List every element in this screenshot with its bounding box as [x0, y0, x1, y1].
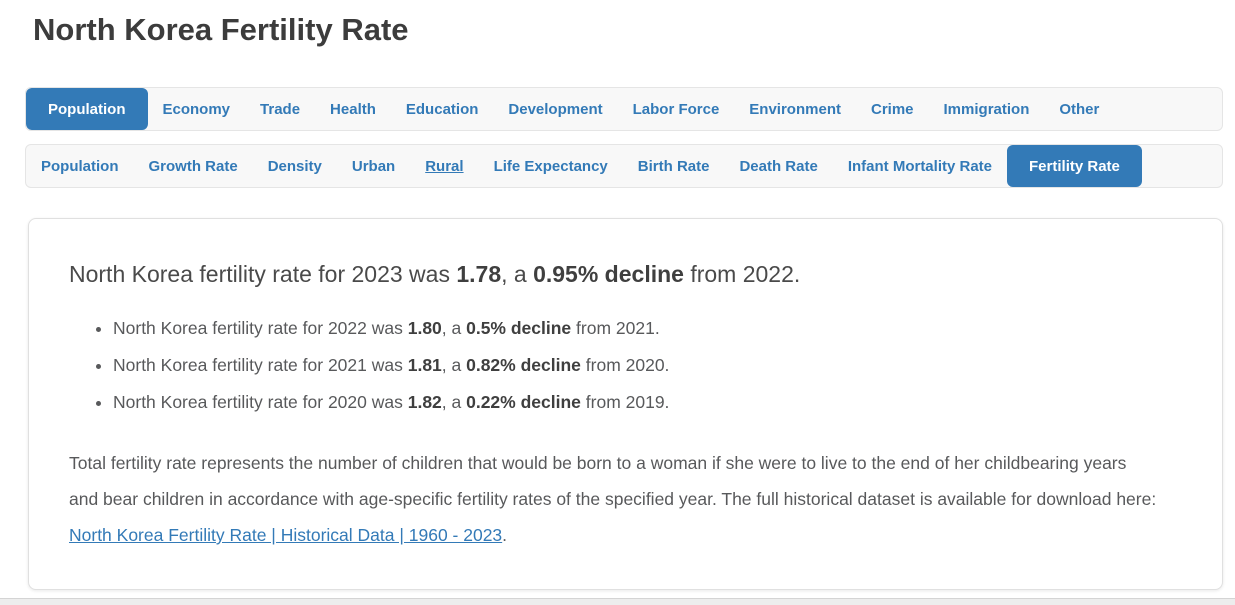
- subnav-item-life-expectancy[interactable]: Life Expectancy: [493, 157, 608, 175]
- nav-item-education[interactable]: Education: [405, 100, 479, 118]
- nav-item-trade[interactable]: Trade: [260, 100, 301, 118]
- subnav-item-death-rate[interactable]: Death Rate: [739, 157, 818, 175]
- bullet-post: from 2019.: [580, 392, 670, 412]
- historical-data-link[interactable]: North Korea Fertility Rate | Historical …: [69, 525, 503, 545]
- bullet-mid: , a: [441, 392, 467, 412]
- subnav-item-infant-mortality-rate[interactable]: Infant Mortality Rate: [847, 157, 993, 175]
- list-item: North Korea fertility rate for 2022 was …: [113, 315, 1182, 341]
- subnav-item-density[interactable]: Density: [267, 157, 322, 175]
- subnav-item-rural[interactable]: Rural: [425, 157, 464, 175]
- nav-item-population[interactable]: Population: [26, 88, 148, 130]
- summary-list: North Korea fertility rate for 2022 was …: [69, 315, 1182, 415]
- summary-headline: North Korea fertility rate for 2023 was …: [69, 259, 1182, 289]
- metric-nav: Population Growth Rate Density Urban Rur…: [25, 144, 1223, 188]
- bullet-change: 0.82% decline: [466, 355, 581, 375]
- bullet-pre: North Korea fertility rate for 2021 was: [113, 355, 408, 375]
- bullet-change: 0.22% decline: [466, 392, 581, 412]
- headline-mid: , a: [501, 261, 534, 287]
- headline-change: 0.95% decline: [533, 261, 684, 287]
- description-text: Total fertility rate represents the numb…: [69, 453, 1157, 509]
- subnav-item-urban[interactable]: Urban: [351, 157, 396, 175]
- category-nav: Population Economy Trade Health Educatio…: [25, 87, 1223, 131]
- nav-item-environment[interactable]: Environment: [749, 100, 841, 118]
- nav-item-health[interactable]: Health: [330, 100, 376, 118]
- list-item: North Korea fertility rate for 2020 was …: [113, 389, 1182, 415]
- bullet-change: 0.5% decline: [466, 318, 572, 338]
- subnav-item-birth-rate[interactable]: Birth Rate: [637, 157, 710, 175]
- bullet-value: 1.80: [407, 318, 442, 338]
- subnav-item-fertility-rate[interactable]: Fertility Rate: [1007, 145, 1142, 187]
- nav-item-crime[interactable]: Crime: [870, 100, 914, 118]
- description-after: .: [502, 525, 508, 545]
- headline-value: 1.78: [456, 261, 502, 287]
- summary-card: North Korea fertility rate for 2023 was …: [28, 218, 1223, 590]
- headline-pre: North Korea fertility rate for 2023 was: [69, 261, 457, 287]
- list-item: North Korea fertility rate for 2021 was …: [113, 352, 1182, 378]
- bullet-mid: , a: [441, 318, 467, 338]
- bullet-value: 1.82: [407, 392, 442, 412]
- subnav-item-growth-rate[interactable]: Growth Rate: [148, 157, 238, 175]
- nav-item-other[interactable]: Other: [1059, 100, 1100, 118]
- nav-item-immigration[interactable]: Immigration: [943, 100, 1030, 118]
- bullet-value: 1.81: [407, 355, 442, 375]
- nav-item-economy[interactable]: Economy: [162, 100, 231, 118]
- next-section-edge: [0, 598, 1235, 605]
- bullet-mid: , a: [441, 355, 467, 375]
- subnav-item-population[interactable]: Population: [41, 157, 119, 175]
- nav-item-labor-force[interactable]: Labor Force: [632, 100, 720, 118]
- description: Total fertility rate represents the numb…: [69, 445, 1159, 553]
- bullet-pre: North Korea fertility rate for 2020 was: [113, 392, 408, 412]
- page-title: North Korea Fertility Rate: [33, 12, 409, 47]
- nav-item-development[interactable]: Development: [508, 100, 603, 118]
- bullet-pre: North Korea fertility rate for 2022 was: [113, 318, 408, 338]
- bullet-post: from 2021.: [571, 318, 660, 338]
- bullet-post: from 2020.: [580, 355, 670, 375]
- headline-post: from 2022.: [683, 261, 801, 287]
